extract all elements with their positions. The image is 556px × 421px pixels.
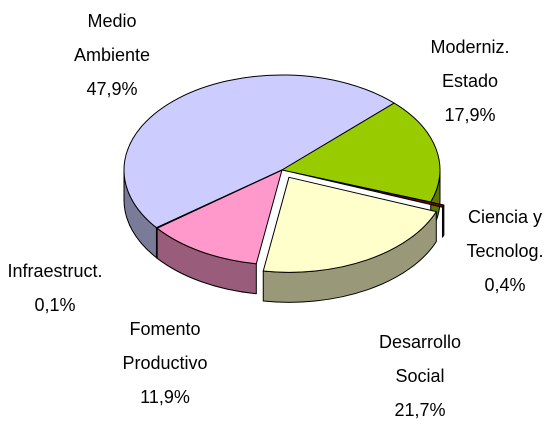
value-label: 47,9% xyxy=(86,79,137,99)
slice-label: Tecnolog. xyxy=(466,241,543,261)
slice-label: Social xyxy=(395,366,444,386)
slice-label: Infraestruct. xyxy=(7,261,102,281)
value-label: 0,1% xyxy=(34,295,75,315)
slice-label: Desarrollo xyxy=(379,332,461,352)
slice-label: Estado xyxy=(442,71,498,91)
slice-label: Ciencia y xyxy=(468,207,542,227)
value-label: 0,4% xyxy=(484,275,525,295)
slice xyxy=(155,169,283,229)
slice-label: Ambiente xyxy=(74,45,150,65)
slice-label: Moderniz. xyxy=(430,37,509,57)
slice xyxy=(281,102,441,203)
slice xyxy=(294,172,445,208)
value-label: 21,7% xyxy=(394,400,445,420)
slice xyxy=(156,169,283,265)
slice xyxy=(262,176,437,273)
slice-side xyxy=(441,204,445,238)
value-label: 11,9% xyxy=(140,387,190,407)
slice-label: Fomento xyxy=(129,319,200,339)
value-label: 17,9% xyxy=(444,105,495,125)
slice-label: Productivo xyxy=(122,353,207,373)
slice-side xyxy=(155,227,158,259)
slice xyxy=(123,74,395,229)
slice-label: Medio xyxy=(87,11,136,31)
